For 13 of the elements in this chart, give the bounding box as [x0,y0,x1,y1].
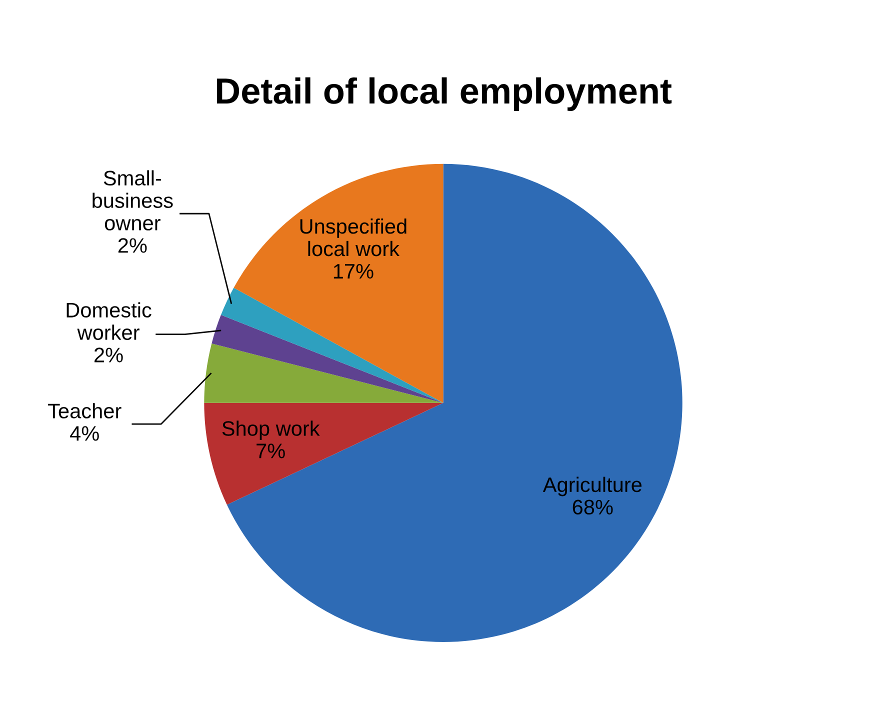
data-label: 68% [572,500,613,515]
chart-title: Detail of local employment [216,77,672,111]
data-label: 2% [94,348,123,362]
slice-label: Domestic worker [66,302,152,340]
slice-label: Teacher [48,403,122,418]
slice-label: Unspecified local work [300,218,406,256]
slice-label: Shop work [222,420,320,440]
slice-label: Agriculture [542,476,642,496]
slice-label: Small- business owner [92,170,173,230]
data-label: 2% [118,238,147,253]
data-label: 7% [256,444,285,458]
data-label: 17% [334,264,374,279]
data-label: 4% [70,426,99,441]
